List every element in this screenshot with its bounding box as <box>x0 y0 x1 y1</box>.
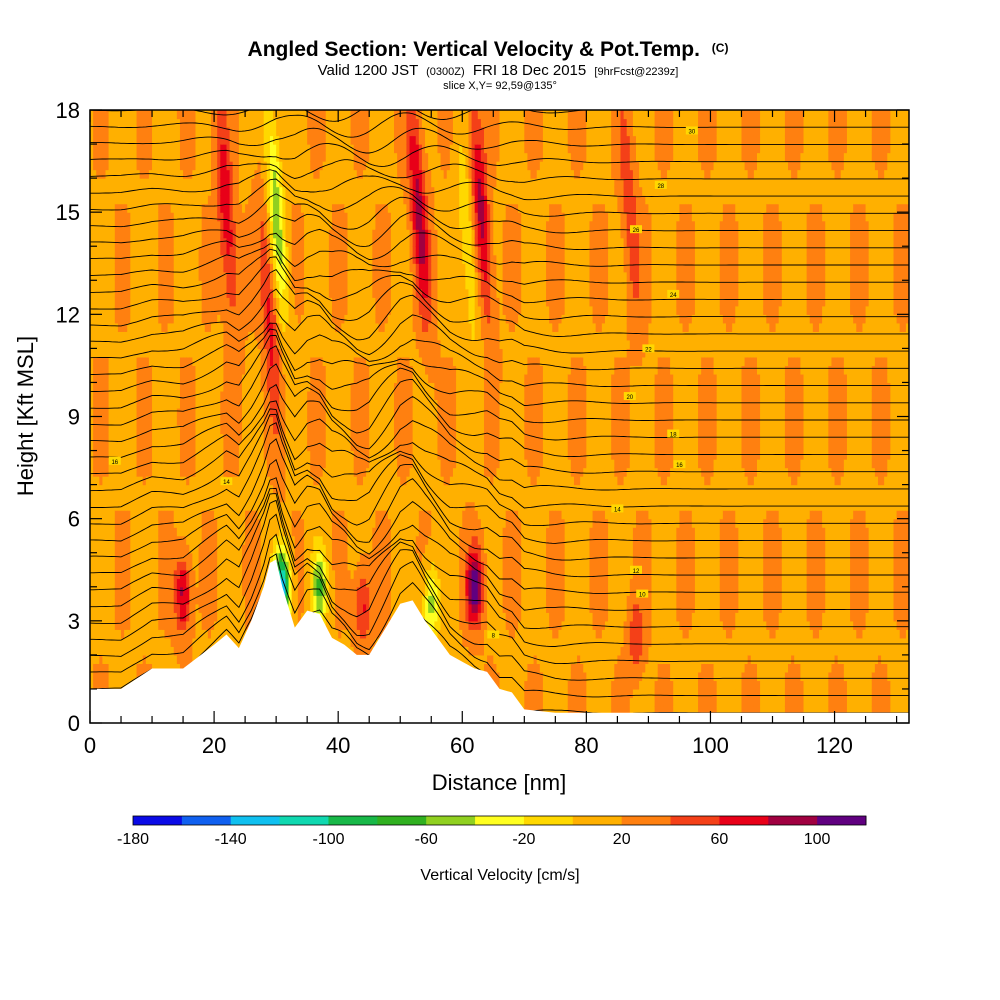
subtitle-valid: Valid 1200 JST <box>318 62 418 79</box>
chart-title: Angled Section: Vertical Velocity & Pot.… <box>248 38 729 61</box>
velocity-field <box>90 110 910 724</box>
subtitle-date: FRI 18 Dec 2015 <box>473 62 586 79</box>
subtitle-utc: (0300Z) <box>426 66 465 78</box>
subtitle-fcst: [9hrFcst@2239z] <box>594 66 678 78</box>
slice-label: slice X,Y= 92,59@135° <box>443 80 557 92</box>
chart-title-main: Angled Section: Vertical Velocity & Pot.… <box>248 38 700 61</box>
chart-title-suffix: (C) <box>712 41 729 55</box>
chart-subtitle: Valid 1200 JST (0300Z) FRI 18 Dec 2015 [… <box>318 62 679 79</box>
